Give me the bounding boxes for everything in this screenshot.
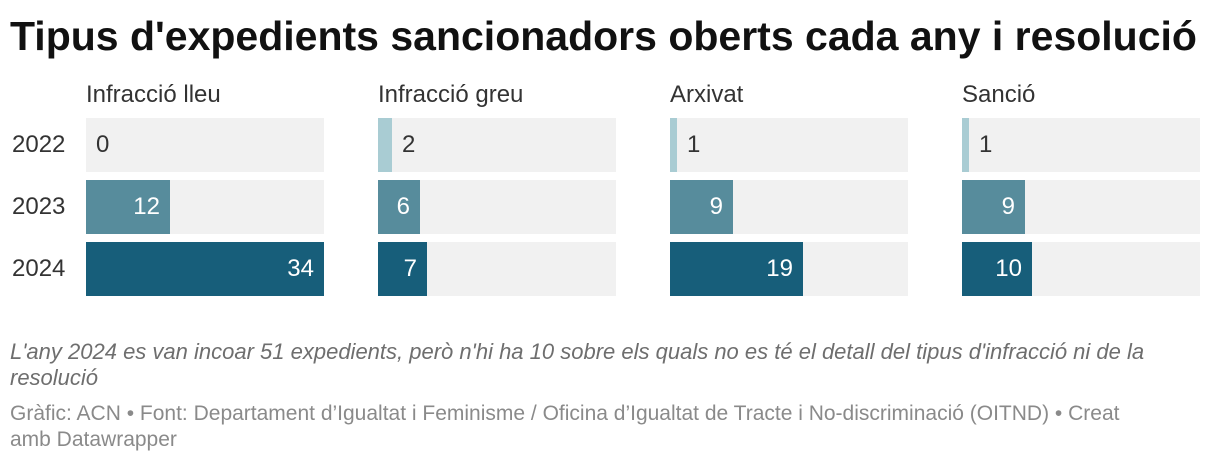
bar-infraccio-lleu-2023 [86, 180, 170, 234]
panel-infraccio-greu: Infracció greu 2 6 7 [378, 0, 616, 310]
panel-title-arxivat: Arxivat [670, 81, 744, 108]
value-label-arxivat-2024: 19 [766, 255, 793, 282]
bar-track-arxivat-2023: 9 [670, 180, 908, 234]
bar-track-infraccio-lleu-2022: 0 [86, 118, 324, 172]
datawrapper-credit-link[interactable]: Creat amb Datawrapper [10, 402, 1120, 451]
bar-arxivat-2024 [670, 242, 803, 296]
panel-title-infraccio-greu: Infracció greu [378, 81, 524, 108]
bar-infraccio-greu-2023 [378, 180, 420, 234]
chart-footer: Gràfic: ACN • Font: Departament d’Igualt… [10, 401, 1150, 453]
bar-track-infraccio-lleu-2023: 12 [86, 180, 324, 234]
bar-track-infraccio-greu-2023: 6 [378, 180, 616, 234]
byline: Gràfic: ACN [10, 402, 121, 425]
source: Font: Departament d’Igualtat i Feminisme… [139, 402, 1050, 425]
value-label-infraccio-greu-2022: 2 [402, 131, 416, 158]
bar-infraccio-greu-2022 [378, 118, 392, 172]
row-label-2023: 2023 [12, 193, 66, 220]
bar-arxivat-2023 [670, 180, 733, 234]
row-label-2024: 2024 [12, 255, 66, 282]
bar-arxivat-2022 [670, 118, 677, 172]
bar-track-sancio-2023: 9 [962, 180, 1200, 234]
value-label-sancio-2022: 1 [979, 131, 993, 158]
bar-sancio-2022 [962, 118, 969, 172]
value-label-infraccio-lleu-2022: 0 [96, 131, 110, 158]
panel-title-infraccio-lleu: Infracció lleu [86, 81, 221, 108]
bar-track-arxivat-2024: 19 [670, 242, 908, 296]
value-label-infraccio-greu-2023: 6 [396, 193, 410, 220]
bar-track-infraccio-greu-2024: 7 [378, 242, 616, 296]
bar-sancio-2024 [962, 242, 1032, 296]
chart-notes: L'any 2024 es van incoar 51 expedients, … [10, 339, 1145, 390]
value-label-sancio-2024: 10 [995, 255, 1022, 282]
panel-sancio: Sanció 1 9 10 [962, 0, 1200, 310]
value-label-infraccio-lleu-2024: 34 [287, 255, 314, 282]
bar-track-arxivat-2022: 1 [670, 118, 908, 172]
chart-title: Tipus d'expedients sancionadors oberts c… [10, 13, 1197, 59]
bar-track-infraccio-greu-2022: 2 [378, 118, 616, 172]
value-label-arxivat-2022: 1 [687, 131, 701, 158]
panel-infraccio-lleu: Infracció lleu 0 12 34 [86, 0, 324, 310]
panel-arxivat: Arxivat 1 9 19 [670, 0, 908, 310]
bar-infraccio-lleu-2024 [86, 242, 324, 296]
value-label-arxivat-2023: 9 [709, 193, 723, 220]
value-label-infraccio-greu-2024: 7 [403, 255, 417, 282]
value-label-sancio-2023: 9 [1001, 193, 1015, 220]
bar-track-sancio-2024: 10 [962, 242, 1200, 296]
bar-infraccio-greu-2024 [378, 242, 427, 296]
value-label-infraccio-lleu-2023: 12 [133, 193, 160, 220]
small-multiples-bar-chart: 2022 2023 2024 Infracció lleu 0 12 34 Infracció… [12, 0, 1200, 310]
footer-separator: • [126, 402, 135, 425]
bar-sancio-2023 [962, 180, 1025, 234]
bar-track-sancio-2022: 1 [962, 118, 1200, 172]
row-label-2022: 2022 [12, 131, 66, 158]
bar-track-infraccio-lleu-2024: 34 [86, 242, 324, 296]
footer-separator: • [1054, 402, 1063, 425]
panel-title-sancio: Sanció [962, 81, 1036, 108]
